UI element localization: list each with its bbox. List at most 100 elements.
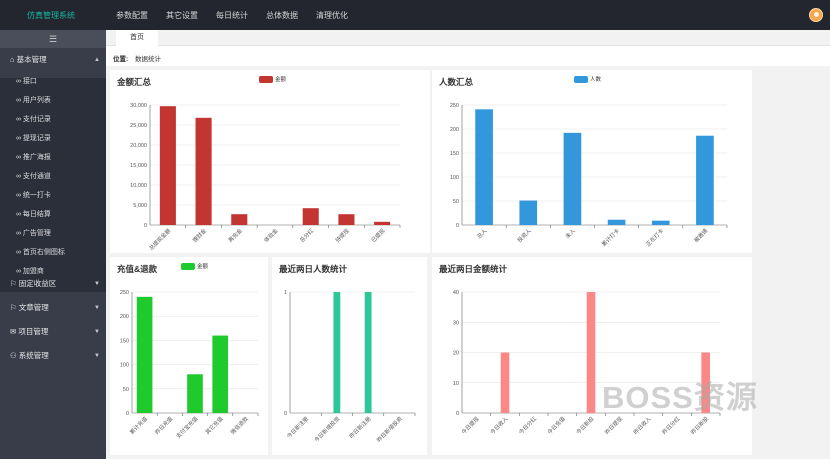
sidebar-item-payments[interactable]: ∞ 支付记录 (16, 116, 51, 123)
x-tick-label: 总提现金额 (147, 226, 172, 251)
bar[interactable] (231, 214, 248, 225)
y-tick-label: 200 (120, 314, 129, 320)
chevron-down-icon: ▼ (94, 281, 100, 287)
chart-panel-two-day-amount: 最近两日金额统计 0 10 20 30 40 今日提现 今日收入 今日分红 今日充值 今日新投 昨日… (432, 257, 752, 455)
y-tick-label: 50 (453, 199, 459, 205)
bar[interactable] (519, 200, 538, 225)
bar[interactable] (607, 219, 626, 225)
x-tick-label: 累计打卡 (600, 226, 622, 248)
x-tick-label: 今日新增投资 (312, 414, 341, 443)
bar[interactable] (187, 374, 203, 413)
bar[interactable] (364, 292, 372, 413)
x-tick-label: 体验金 (262, 226, 280, 244)
sidebar-toggle-icon[interactable]: ☰ (0, 30, 106, 48)
bar[interactable] (500, 352, 510, 414)
chart-title: 人数汇总 (439, 77, 474, 87)
breadcrumb-label: 位置: (113, 56, 129, 63)
nav-overall-data[interactable]: 总体数据 (266, 11, 298, 20)
chart-legend[interactable]: 人数 (574, 76, 601, 84)
bar-chart-amount-summary: 0 5,000 10,000 15,000 20,000 25,000 30,000 总提现金… (130, 103, 401, 252)
chart-panel-amount-summary: 金额汇总 金额 0 5,000 10,000 15,000 20,000 25,000 30… (110, 70, 430, 253)
sidebar-group-label: ⌂ 基本管理 (10, 55, 47, 64)
bar[interactable] (701, 352, 710, 414)
bar[interactable] (475, 109, 493, 225)
bar[interactable] (136, 296, 153, 413)
breadcrumb-value: 数据统计 (135, 56, 161, 63)
y-tick-label: 0 (144, 223, 147, 229)
bar[interactable] (338, 214, 355, 225)
breadcrumb: 位置: 数据统计 (106, 46, 830, 66)
sidebar-item-users[interactable]: ∞ 用户列表 (16, 97, 51, 104)
x-tick-label: 投资人 (515, 226, 533, 244)
x-tick-label: 被邀请 (692, 226, 710, 244)
watermark: BOSS资源 (602, 380, 758, 415)
y-tick-label: 200 (450, 127, 459, 133)
top-bar: 仿真管理系统 参数配置 其它设置 每日统计 总体数据 清理优化 (0, 0, 830, 30)
chart-legend[interactable]: 金额 (259, 76, 286, 84)
app-logo[interactable]: 仿真管理系统 (27, 11, 75, 20)
bar[interactable] (159, 106, 176, 225)
x-tick-label: 今日新注册 (285, 414, 310, 439)
sidebar-item-checkin[interactable]: ∞ 统一打卡 (16, 192, 51, 199)
sidebar-item-withdrawals[interactable]: ∞ 提现记录 (16, 135, 51, 142)
bar[interactable] (651, 220, 670, 225)
y-tick-label: 15,000 (130, 163, 147, 169)
chevron-up-icon: ▲ (94, 57, 100, 63)
user-avatar[interactable] (809, 8, 823, 22)
nav-other-settings[interactable]: 其它设置 (166, 11, 198, 20)
chevron-down-icon: ▼ (94, 329, 100, 335)
chart-panel-two-day-people: 最近两日人数统计 0 1 今日新注册 今日新增投资 昨日新注册 昨日新增投资 (272, 257, 427, 455)
sidebar-item-ads[interactable]: ∞ 广告管理 (16, 230, 51, 237)
sidebar-group-fixed-income[interactable]: ⚐ 固定收益区 ▼ (0, 276, 106, 292)
sidebar-submenu (0, 78, 106, 292)
bar[interactable] (195, 117, 212, 225)
bar[interactable] (563, 132, 582, 225)
x-tick-label: 其它充值 (203, 414, 225, 436)
sidebar-item-settlement[interactable]: ∞ 每日结算 (16, 211, 51, 218)
x-tick-label: 正在打卡 (644, 226, 666, 248)
x-tick-label: 微信退款 (229, 414, 251, 436)
legend-swatch (259, 76, 273, 83)
sidebar-group-system[interactable]: ⚇ 系统管理 ▼ (0, 348, 106, 364)
x-tick-label: 总人 (475, 226, 489, 240)
tab-home[interactable]: 首页 (116, 30, 158, 46)
sidebar-group-basic[interactable]: ⌂ 基本管理 ▲ (0, 52, 106, 68)
x-tick-label: 昨日收入 (632, 414, 654, 436)
bar[interactable] (302, 208, 319, 225)
legend-label: 金额 (275, 77, 287, 83)
nav-param-config[interactable]: 参数配置 (116, 11, 148, 20)
sidebar-group-projects[interactable]: ✉ 项目管理 ▼ (0, 324, 106, 340)
x-tick-label: 今日提现 (460, 414, 482, 436)
tab-bar: 首页 (106, 30, 830, 46)
sidebar-item-posters[interactable]: ∞ 推广海报 (16, 154, 51, 161)
bar[interactable] (586, 292, 596, 413)
bar[interactable] (696, 135, 714, 225)
bar[interactable] (374, 221, 391, 225)
y-tick-label: 50 (123, 387, 129, 393)
sidebar-group-articles[interactable]: ⚐ 文章管理 ▼ (0, 300, 106, 316)
y-tick-label: 5,000 (133, 203, 147, 209)
y-tick-label: 25,000 (130, 123, 147, 129)
sidebar-item-home-icons[interactable]: ∞ 首页右侧图标 (16, 249, 65, 256)
x-tick-label: 昨日新投 (689, 414, 711, 436)
sidebar-item-pay-channel[interactable]: ∞ 支付通道 (16, 173, 51, 180)
x-tick-label: 今日收入 (488, 414, 510, 436)
legend-swatch (574, 76, 588, 83)
sidebar-group-label: ⚐ 文章管理 (10, 303, 49, 312)
bar[interactable] (333, 292, 341, 413)
sidebar-item-interface[interactable]: ∞ 接口 (16, 78, 37, 85)
x-tick-label: 昨日新注册 (347, 414, 372, 439)
y-tick-label: 250 (450, 103, 459, 109)
x-tick-label: 今日充值 (546, 414, 568, 436)
nav-daily-stats[interactable]: 每日统计 (216, 11, 248, 20)
sidebar-item-franchise[interactable]: ∞ 加盟商 (16, 268, 44, 275)
x-tick-label: 昨日充值 (153, 414, 175, 436)
x-tick-label: 今日分红 (517, 414, 539, 436)
bar[interactable] (212, 335, 229, 413)
y-tick-label: 20,000 (130, 143, 147, 149)
nav-cleanup[interactable]: 清理优化 (316, 11, 348, 20)
chart-title: 充值&退款 (117, 264, 158, 274)
chart-legend[interactable]: 金额 (181, 263, 208, 271)
x-tick-label: 已提现 (369, 226, 387, 244)
bar-chart-two-day-people: 0 1 今日新注册 今日新增投资 昨日新注册 昨日新增投资 (284, 290, 416, 444)
